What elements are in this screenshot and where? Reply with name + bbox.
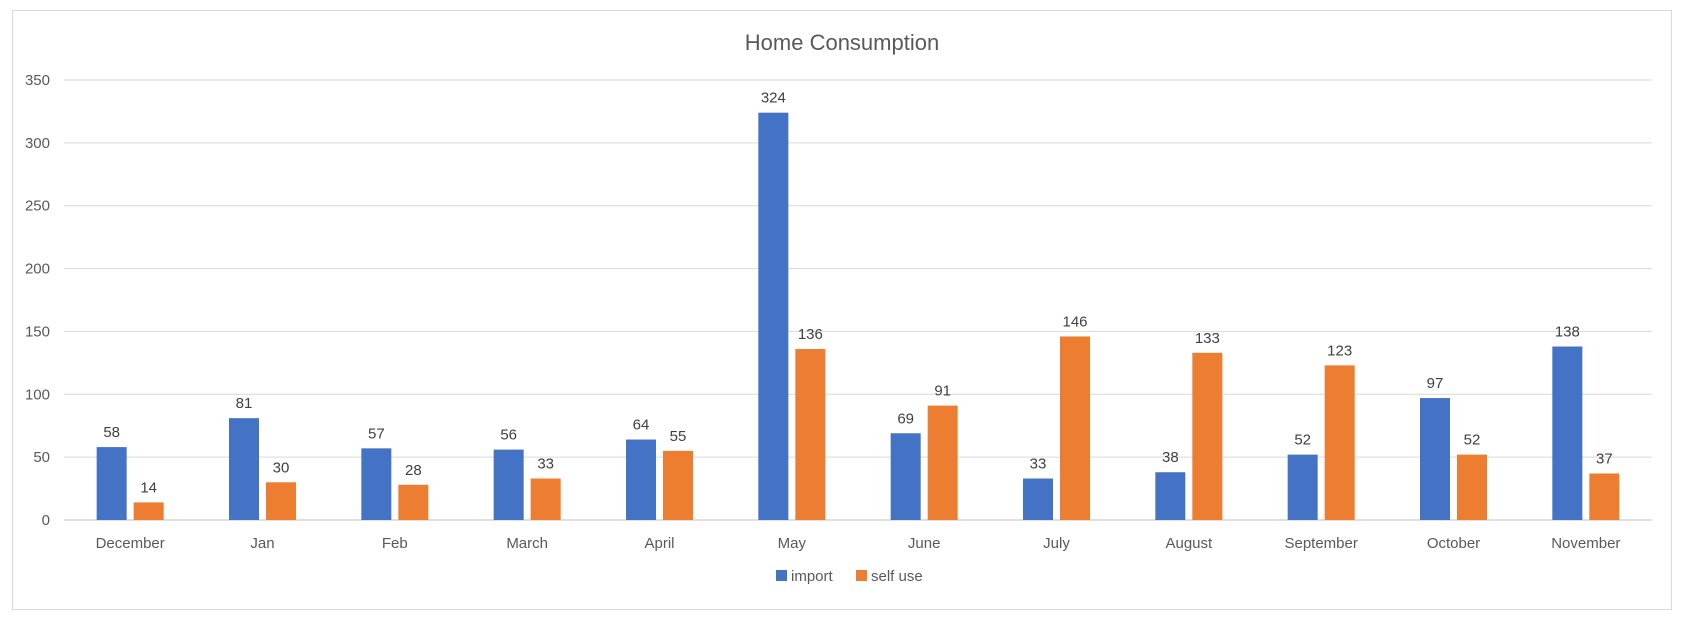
bar-import-november — [1552, 346, 1583, 520]
data-label: 55 — [670, 428, 687, 445]
data-label: 69 — [897, 410, 914, 427]
data-label: 123 — [1327, 342, 1352, 359]
bar-self-use-november — [1589, 473, 1620, 520]
bar-import-feb — [361, 448, 392, 520]
bar-import-october — [1420, 398, 1450, 520]
x-tick-label: May — [778, 535, 807, 552]
data-label: 136 — [798, 326, 823, 343]
x-tick-label: April — [644, 535, 674, 552]
bar-self-use-october — [1457, 454, 1487, 520]
x-tick-label: December — [96, 535, 165, 552]
bar-import-june — [890, 433, 921, 520]
y-tick-label: 350 — [25, 72, 50, 89]
data-label: 146 — [1062, 313, 1087, 330]
legend: import self use — [776, 568, 923, 585]
data-label: 97 — [1427, 375, 1444, 392]
data-label: 33 — [537, 456, 554, 473]
x-tick-label: September — [1284, 535, 1357, 552]
bar-self-use-august — [1192, 352, 1223, 520]
bar-import-december — [96, 447, 127, 520]
y-tick-label: 0 — [42, 512, 50, 529]
data-label: 57 — [368, 425, 385, 442]
y-tick-label: 50 — [33, 449, 50, 466]
data-label: 91 — [934, 383, 951, 400]
data-label: 81 — [236, 395, 253, 412]
y-tick-label: 100 — [25, 386, 50, 403]
bar-self-use-december — [133, 502, 164, 520]
bar-self-use-april — [663, 450, 693, 520]
bar-import-may — [758, 112, 789, 520]
legend-swatch-import — [776, 570, 787, 581]
bar-import-jan — [229, 418, 259, 520]
bar-self-use-jan — [266, 482, 296, 520]
bar-self-use-feb — [398, 484, 429, 520]
bar-self-use-may — [795, 349, 826, 520]
data-labels: 58 14 81 30 57 28 56 33 64 55 324 136 69 91 33 146 38 133… — [103, 90, 1612, 497]
data-label: 33 — [1030, 456, 1047, 473]
bar-import-april — [626, 439, 656, 520]
x-tick-label: March — [506, 535, 548, 552]
data-label: 64 — [633, 417, 650, 434]
y-axis-ticks: 0 50 100 150 200 250 300 350 — [25, 72, 50, 529]
x-tick-label: October — [1427, 535, 1480, 552]
x-tick-label: Jan — [250, 535, 274, 552]
bar-self-use-march — [530, 478, 561, 520]
gridlines — [64, 79, 1652, 521]
bar-import-march — [493, 449, 524, 520]
data-label: 38 — [1162, 449, 1179, 466]
y-tick-label: 250 — [25, 198, 50, 215]
bar-import-september — [1287, 454, 1318, 520]
data-label: 138 — [1555, 324, 1580, 341]
x-tick-label: August — [1165, 535, 1213, 552]
legend-label-self-use: self use — [871, 568, 923, 585]
y-tick-label: 300 — [25, 135, 50, 152]
x-axis-ticks: December Jan Feb March April May June July Augus… — [96, 535, 1621, 552]
data-label: 37 — [1596, 450, 1613, 467]
bar-self-use-june — [927, 405, 958, 520]
data-label: 14 — [140, 479, 157, 496]
data-label: 52 — [1294, 432, 1311, 449]
data-label: 28 — [405, 462, 422, 479]
data-label: 324 — [761, 90, 786, 107]
legend-swatch-self-use — [856, 570, 867, 581]
y-tick-label: 200 — [25, 261, 50, 278]
data-label: 30 — [273, 459, 290, 476]
x-tick-label: June — [908, 535, 941, 552]
x-tick-label: Feb — [382, 535, 408, 552]
bars — [96, 112, 1620, 520]
bar-import-august — [1155, 472, 1186, 520]
data-label: 56 — [500, 427, 517, 444]
bar-self-use-september — [1324, 365, 1355, 520]
chart-title: Home Consumption — [745, 30, 939, 55]
legend-label-import: import — [791, 568, 834, 585]
data-label: 58 — [103, 424, 120, 441]
y-tick-label: 150 — [25, 323, 50, 340]
bar-import-july — [1023, 478, 1053, 520]
data-label: 133 — [1195, 330, 1220, 347]
bar-self-use-july — [1060, 336, 1090, 520]
data-label: 52 — [1464, 432, 1481, 449]
x-tick-label: November — [1551, 535, 1620, 552]
x-tick-label: July — [1043, 535, 1070, 552]
